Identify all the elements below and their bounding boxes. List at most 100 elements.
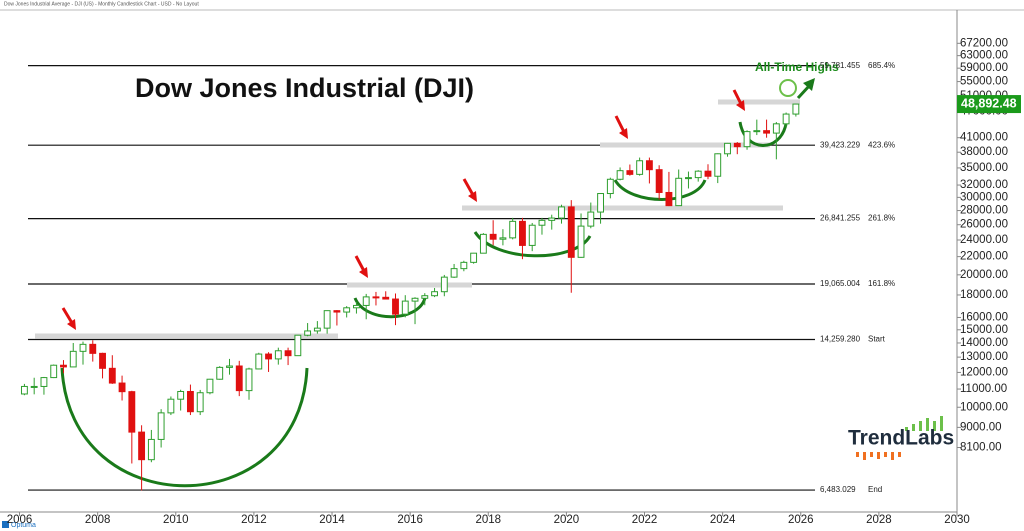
y-tick-label: 9000.00 — [960, 421, 1002, 433]
x-tick-label: 2018 — [475, 514, 501, 526]
last-price-box — [957, 95, 1021, 114]
candle-body — [421, 295, 429, 299]
candle-body — [333, 310, 341, 313]
level-tag: 685.4% — [868, 61, 895, 70]
candle-body — [196, 392, 204, 413]
candle-body — [509, 220, 517, 239]
candle-body — [50, 364, 58, 379]
candle-body — [694, 170, 702, 179]
arrow — [354, 255, 366, 272]
candle-body — [60, 364, 67, 368]
level-tag: 261.8% — [868, 214, 895, 223]
candle-body — [118, 382, 126, 393]
annotation: All-Time Highs — [755, 60, 839, 74]
candle-body — [401, 300, 409, 315]
candle-body — [284, 350, 292, 357]
level-label: 39,423.229 — [820, 140, 861, 149]
candle-body — [567, 206, 575, 258]
arrow — [462, 178, 475, 196]
x-tick-label: 2022 — [632, 514, 658, 526]
arrow — [61, 307, 74, 324]
candle-body — [431, 291, 438, 297]
arrow-head — [619, 128, 628, 139]
x-tick-label: 2016 — [397, 514, 423, 526]
arc — [60, 367, 309, 488]
candle-body — [372, 296, 380, 299]
logo-bar — [863, 452, 866, 460]
candle-body — [206, 378, 214, 394]
candle-body — [294, 334, 302, 357]
y-tick-label: 11000.00 — [960, 383, 1007, 395]
logo-bars — [856, 416, 943, 460]
candle-body — [304, 330, 312, 336]
candle-body — [782, 113, 790, 125]
candle-body — [265, 353, 272, 360]
candle-body — [99, 352, 106, 369]
logo-bar — [940, 416, 943, 431]
y-tick-label: 12000.00 — [960, 366, 1008, 378]
candle-body — [577, 225, 585, 258]
candle-body — [460, 261, 468, 270]
candle-body — [411, 297, 419, 302]
candle-body — [167, 398, 175, 414]
candle-body — [382, 296, 390, 300]
logo-bar — [898, 452, 901, 457]
candle-body — [724, 142, 731, 155]
candle-body — [450, 268, 458, 278]
y-tick-label: 55000.00 — [960, 76, 1008, 88]
candle-body — [626, 170, 634, 175]
candle-body — [392, 298, 399, 315]
watermark: TrendLabs — [848, 427, 954, 450]
logo-bar — [905, 427, 908, 431]
logo-bar — [912, 424, 915, 431]
candle-body — [685, 177, 692, 180]
x-tick-label: 2026 — [788, 514, 814, 526]
x-tick-label: 2010 — [163, 514, 189, 526]
candle-body — [606, 178, 614, 195]
level-label: 6,483.029 — [820, 485, 856, 494]
resistance-bars — [35, 99, 800, 339]
y-tick-label: 16000.00 — [960, 311, 1008, 323]
y-tick-label: 26000.00 — [960, 219, 1008, 231]
y-tick-label: 30000.00 — [960, 191, 1008, 203]
x-tick-label: 2006 — [7, 514, 33, 526]
candle-body — [40, 377, 48, 387]
candle-body — [186, 390, 194, 413]
candle-body — [636, 160, 644, 175]
logo-bar — [891, 452, 894, 460]
y-tick-label: 41000.00 — [960, 132, 1008, 144]
candle-body — [89, 343, 97, 354]
arrow — [732, 89, 743, 105]
candle-body — [645, 160, 653, 171]
candle-body — [470, 252, 478, 263]
x-tick-label: 2024 — [710, 514, 736, 526]
arrow-head — [736, 100, 745, 111]
last-price-label: 48,892.48 — [961, 96, 1017, 110]
y-tick-label: 63000.00 — [960, 50, 1008, 62]
x-tick-label: 2012 — [241, 514, 267, 526]
candle-body — [274, 350, 282, 360]
candle-body — [440, 276, 448, 293]
y-tick-label: 18000.00 — [960, 289, 1008, 301]
candle-body — [665, 191, 673, 207]
y-tick-label: 38000.00 — [960, 146, 1008, 158]
candle-body — [753, 130, 761, 133]
chart-header: Dow Jones Industrial Average - DJI (US) … — [4, 1, 199, 7]
candle-body — [177, 390, 185, 400]
level-label: 19,065.004 — [820, 279, 861, 288]
candle-body — [479, 233, 487, 254]
candle-body — [733, 142, 741, 148]
candle-body — [499, 237, 507, 240]
arc — [738, 121, 788, 147]
candle-body — [323, 310, 331, 329]
candle-body — [245, 368, 253, 392]
y-tick-label: 24000.00 — [960, 234, 1008, 246]
level-tag: Start — [868, 335, 886, 344]
candle-body — [538, 219, 546, 226]
level-tag: End — [868, 485, 882, 494]
y-tick-label: 13000.00 — [960, 351, 1008, 363]
x-tick-label: 2028 — [866, 514, 892, 526]
logo-bar — [877, 452, 880, 459]
